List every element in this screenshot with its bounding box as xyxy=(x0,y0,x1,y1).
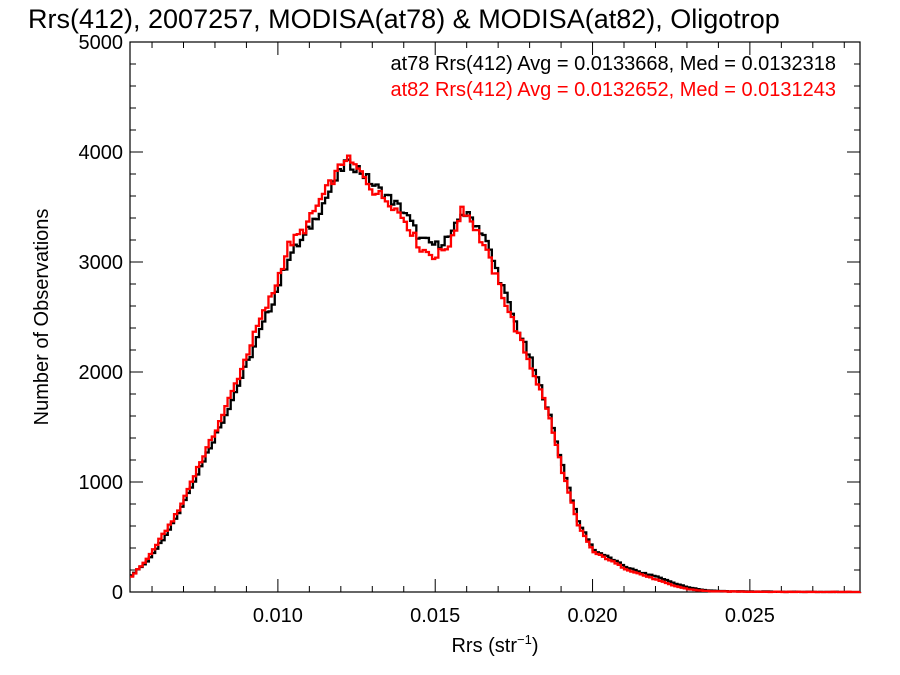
x-tick-label: 0.010 xyxy=(253,605,303,627)
y-tick-label: 0 xyxy=(112,582,123,604)
series-line-2 xyxy=(130,154,862,594)
x-axis-label-main: Rrs (str xyxy=(451,635,517,657)
y-tick-label: 1000 xyxy=(79,472,124,494)
plot-area xyxy=(129,41,861,593)
y-axis-label: Number of Observations xyxy=(31,209,53,426)
y-tick-label: 4000 xyxy=(79,142,124,164)
plot-border xyxy=(129,41,861,593)
x-tick-label: 0.020 xyxy=(568,605,618,627)
axis-ticks: 0 1000 2000 3000 4000 5000 0.010 0.015 0.020 0.02… xyxy=(79,32,860,627)
x-tick-label: 0.015 xyxy=(410,605,460,627)
y-tick-label: 2000 xyxy=(79,362,124,384)
x-axis-label-close: ) xyxy=(532,635,539,657)
y-tick-label: 3000 xyxy=(79,252,124,274)
x-axis-label: Rrs (str−1) xyxy=(451,632,538,657)
y-tick-label: 5000 xyxy=(79,32,124,54)
x-axis-label-superscript: −1 xyxy=(517,632,532,647)
stats-annotation-2: at82 Rrs(412) Avg = 0.0132652, Med = 0.0… xyxy=(390,79,836,101)
x-tick-label: 0.025 xyxy=(725,605,775,627)
stats-annotations: at78 Rrs(412) Avg = 0.0133668, Med = 0.0… xyxy=(390,53,836,101)
stats-annotation-1: at78 Rrs(412) Avg = 0.0133668, Med = 0.0… xyxy=(390,53,836,75)
series-layer xyxy=(130,154,862,594)
chart-title: Rrs(412), 2007257, MODISA(at78) & MODISA… xyxy=(28,4,780,34)
